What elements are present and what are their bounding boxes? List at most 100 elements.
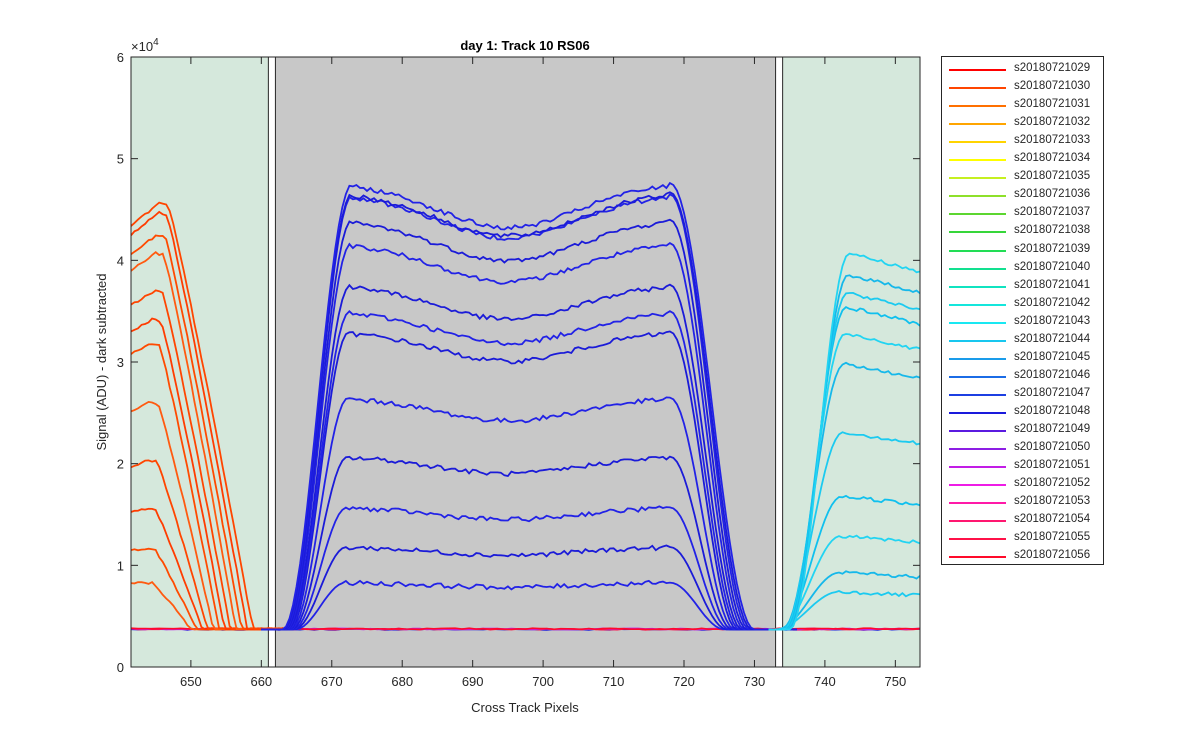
legend-item: s20180721035 — [942, 169, 1103, 187]
legend-item: s20180721055 — [942, 530, 1103, 548]
legend-swatch — [949, 448, 1006, 451]
legend-label: s20180721036 — [1014, 188, 1091, 201]
legend-item: s20180721029 — [942, 61, 1103, 79]
x-tick-label: 720 — [673, 674, 695, 689]
center-series-line — [261, 505, 797, 631]
legend-item: s20180721056 — [942, 548, 1103, 566]
legend-swatch — [949, 393, 1006, 396]
legend-label: s20180721052 — [1014, 477, 1091, 490]
legend-label: s20180721047 — [1014, 386, 1091, 399]
x-tick-label: 650 — [180, 674, 202, 689]
legend-item: s20180721047 — [942, 386, 1103, 404]
y-axis-label: Signal (ADU) - dark subtracted — [94, 273, 109, 450]
legend-label: s20180721053 — [1014, 495, 1091, 508]
legend-item: s20180721049 — [942, 422, 1103, 440]
legend-swatch — [949, 375, 1006, 378]
legend-swatch — [949, 285, 1006, 288]
legend-item: s20180721036 — [942, 187, 1103, 205]
legend-item: s20180721052 — [942, 476, 1103, 494]
legend-swatch — [949, 87, 1006, 90]
center-series-line — [261, 181, 797, 631]
y-tick-label: 1 — [117, 558, 124, 573]
legend-item: s20180721053 — [942, 494, 1103, 512]
center-series-line — [261, 544, 797, 631]
legend-label: s20180721049 — [1014, 423, 1091, 435]
legend-label: s20180721042 — [1014, 296, 1091, 309]
legend-label: s20180721048 — [1014, 404, 1091, 417]
legend-swatch — [949, 303, 1006, 306]
right-series-line — [768, 306, 921, 631]
legend-swatch — [949, 105, 1006, 108]
legend-label: s20180721045 — [1014, 350, 1091, 363]
legend-item: s20180721051 — [942, 458, 1103, 476]
center-series-line — [261, 218, 797, 631]
legend-label: s20180721041 — [1014, 278, 1091, 291]
legend-label: s20180721039 — [1014, 242, 1091, 255]
center-series-line — [261, 310, 797, 631]
legend-label: s20180721050 — [1014, 441, 1091, 454]
legend-item: s20180721054 — [942, 512, 1103, 530]
legend-item: s20180721039 — [942, 242, 1103, 260]
legend-swatch — [949, 411, 1006, 414]
y-tick-label: 2 — [117, 457, 124, 472]
legend-item: s20180721040 — [942, 260, 1103, 278]
legend-label: s20180721040 — [1014, 260, 1091, 273]
x-tick-label: 740 — [814, 674, 836, 689]
legend-swatch — [949, 502, 1006, 505]
legend-swatch — [949, 195, 1006, 198]
legend-label: s20180721034 — [1014, 152, 1091, 165]
x-tick-label: 750 — [884, 674, 906, 689]
legend-item: s20180721033 — [942, 133, 1103, 151]
right-series-line — [768, 291, 921, 631]
legend-item: s20180721041 — [942, 278, 1103, 296]
x-tick-label: 670 — [321, 674, 343, 689]
y-tick-label: 5 — [117, 152, 124, 167]
legend-swatch — [949, 141, 1006, 144]
right-series-line — [768, 274, 921, 631]
legend-swatch — [949, 556, 1006, 559]
x-tick-label: 700 — [532, 674, 554, 689]
legend-label: s20180721029 — [1014, 62, 1091, 74]
legend-item: s20180721034 — [942, 151, 1103, 169]
x-tick-label: 690 — [462, 674, 484, 689]
legend-label: s20180721044 — [1014, 332, 1091, 345]
legend-label: s20180721054 — [1014, 513, 1091, 526]
y-tick-label: 6 — [117, 50, 124, 65]
y-exponent-label: ×104 — [131, 37, 159, 54]
legend-item: s20180721045 — [942, 350, 1103, 368]
legend-label: s20180721035 — [1014, 170, 1091, 183]
x-tick-label: 710 — [603, 674, 625, 689]
legend-swatch — [949, 177, 1006, 180]
legend-item: s20180721043 — [942, 314, 1103, 332]
legend-item: s20180721048 — [942, 404, 1103, 422]
center-series-line — [261, 330, 797, 631]
y-tick-label: 0 — [117, 660, 124, 675]
legend-swatch — [949, 249, 1006, 252]
legend-swatch — [949, 231, 1006, 234]
legend-item: s20180721031 — [942, 97, 1103, 115]
legend-swatch — [949, 213, 1006, 216]
legend-label: s20180721033 — [1014, 134, 1091, 147]
x-tick-label: 660 — [250, 674, 272, 689]
legend-label: s20180721043 — [1014, 314, 1091, 327]
legend-swatch — [949, 520, 1006, 523]
x-axis-label: Cross Track Pixels — [471, 700, 579, 715]
center-series-line — [261, 191, 797, 631]
y-tick-label: 4 — [117, 253, 124, 268]
legend-label: s20180721046 — [1014, 368, 1091, 381]
right-series-line — [768, 252, 921, 631]
x-tick-label: 680 — [391, 674, 413, 689]
legend-label: s20180721056 — [1014, 549, 1091, 562]
legend-swatch — [949, 538, 1006, 541]
legend-swatch — [949, 430, 1006, 432]
legend-swatch — [949, 321, 1006, 324]
legend-swatch — [949, 484, 1006, 487]
legend-label: s20180721037 — [1014, 206, 1091, 219]
legend-swatch — [949, 267, 1006, 270]
legend-item: s20180721037 — [942, 205, 1103, 223]
legend-item: s20180721032 — [942, 115, 1103, 133]
y-tick-label: 3 — [117, 355, 124, 370]
legend-item: s20180721046 — [942, 368, 1103, 386]
legend-item: s20180721050 — [942, 440, 1103, 458]
